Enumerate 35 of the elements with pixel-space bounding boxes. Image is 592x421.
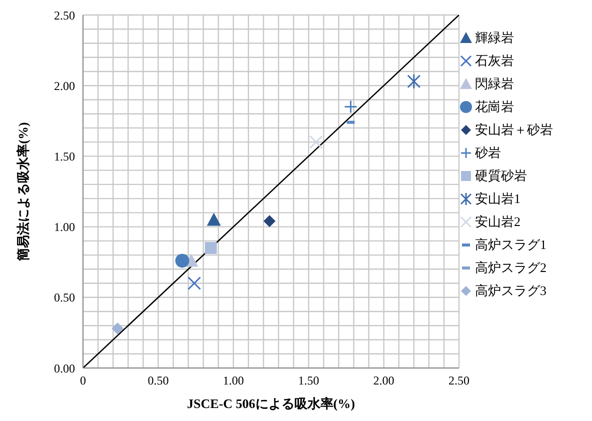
x-tick-label: 0 [80,374,86,388]
point [204,242,217,254]
legend-label: 安山岩2 [475,212,520,230]
x-axis-title: JSCE-C 506による吸水率(%) [187,396,355,411]
x-tick-label: 2.00 [373,374,394,388]
legend-label: 高炉スラグ3 [475,282,546,300]
point [112,322,124,334]
x-tick-label: 0.50 [148,374,169,388]
point [263,215,276,228]
legend-label: 輝緑岩 [475,28,514,46]
legend-label: 石灰岩 [475,52,514,70]
y-tick-label: 1.00 [54,220,75,234]
point [344,100,358,114]
x-tick-label: 1.00 [222,374,244,388]
x-tick-label: 1.50 [298,374,320,388]
legend-label: 高炉スラグ2 [475,258,546,276]
y-tick-label: 1.50 [54,149,75,164]
point [206,212,221,226]
y-tick-label: 0.50 [54,290,75,305]
point [309,135,323,149]
x-tick-label: 2.50 [448,374,470,388]
legend-label: 安山岩＋砂岩 [475,120,553,138]
legend-label: 硬質砂岩 [475,166,527,184]
legend-label: 花崗岩 [475,98,514,116]
y-tick-label: 2.00 [54,78,75,93]
legend-label: 砂岩 [475,144,501,162]
y-tick-label: 0.00 [54,361,75,376]
y-tick-label: 2.50 [54,8,75,22]
point [407,74,421,90]
legend-label: 安山岩1 [475,190,520,208]
y-axis-title: 簡易法による吸水率(%) [16,122,31,262]
legend-label: 高炉スラグ1 [475,236,546,254]
legend-label: 閃緑岩 [475,74,514,92]
point [175,254,190,268]
point [188,276,202,290]
